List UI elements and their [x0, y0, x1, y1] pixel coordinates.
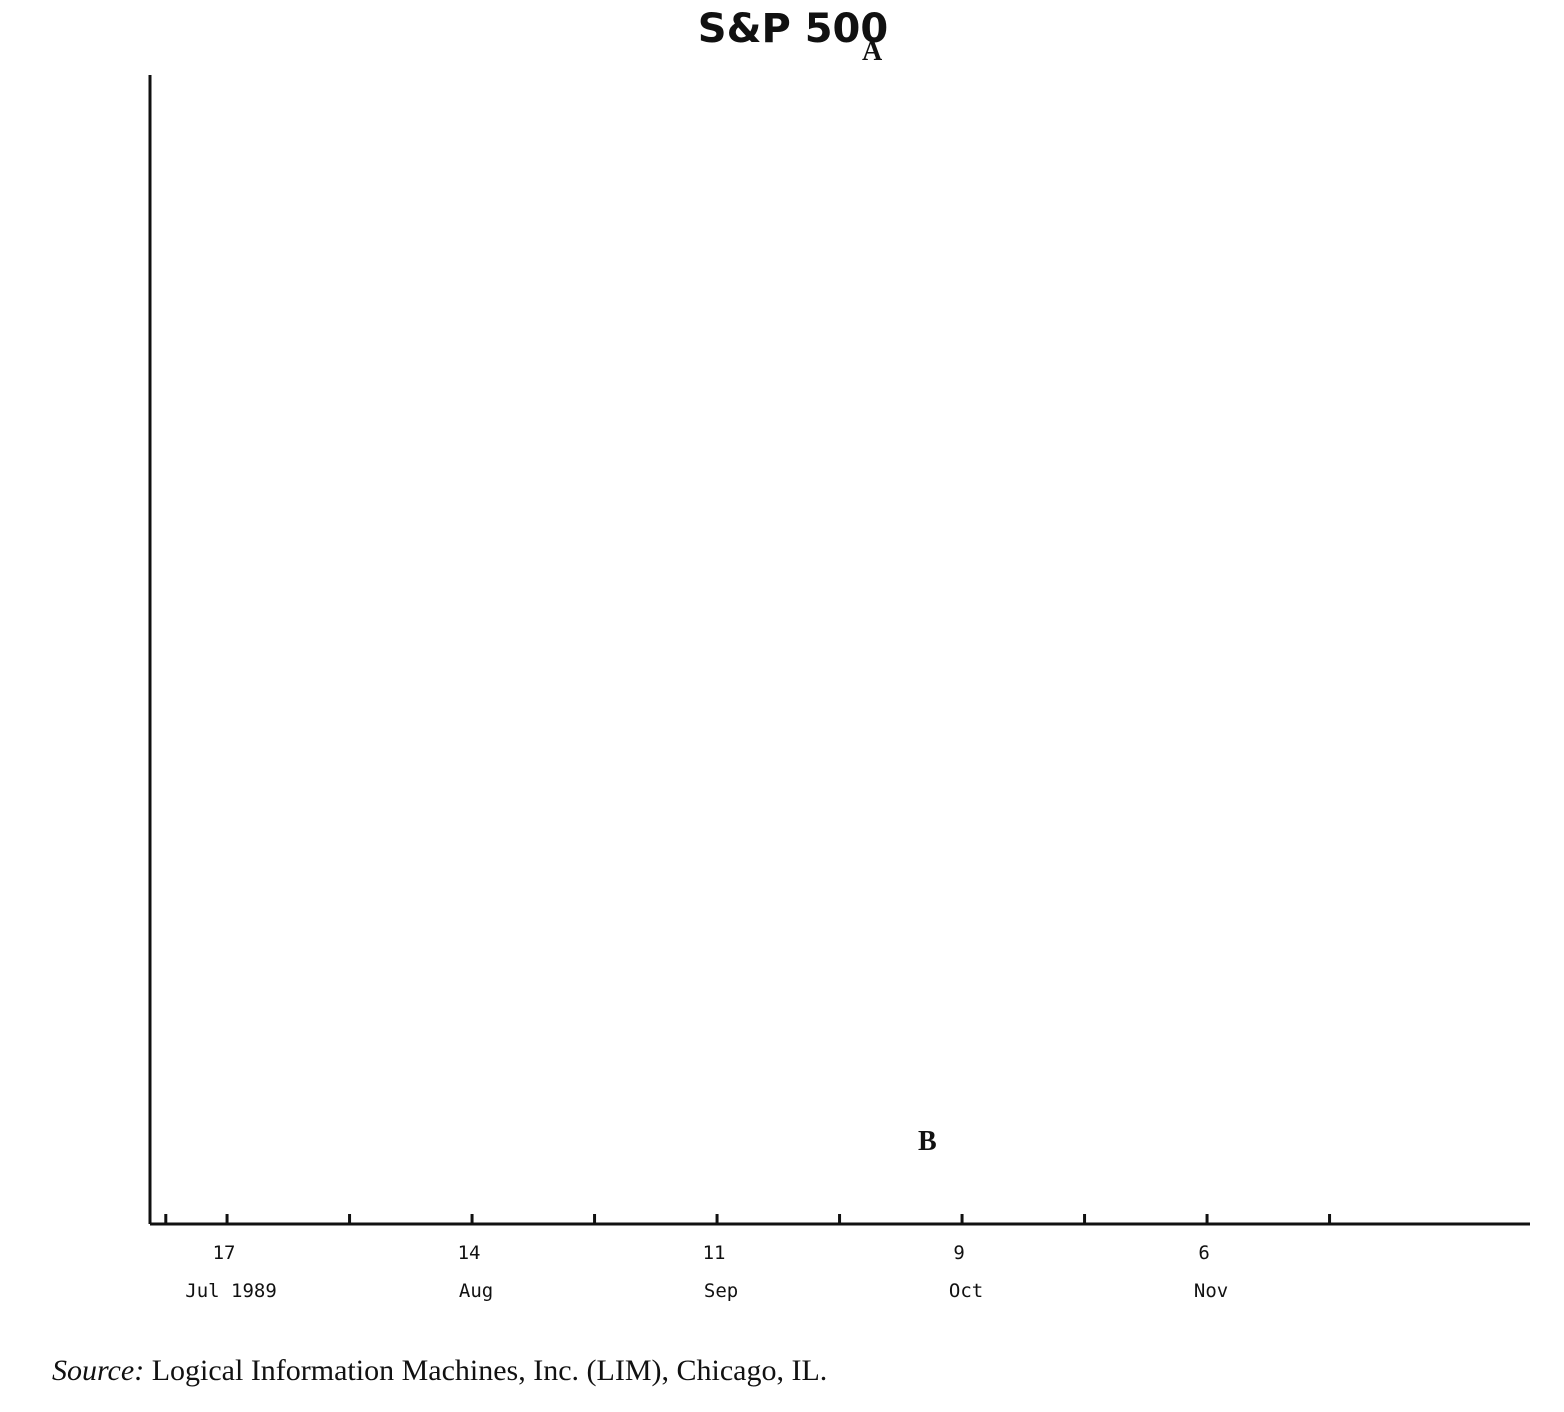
- x-tick-day-label: 17: [213, 1242, 236, 1264]
- x-tick-month-label: Oct: [949, 1280, 983, 1302]
- x-tick-day-label: 9: [953, 1242, 964, 1264]
- x-tick-month-label: Jul 1989: [185, 1280, 277, 1302]
- x-tick-month-label: Nov: [1194, 1280, 1228, 1302]
- x-tick-month-label: Aug: [459, 1280, 493, 1302]
- source-text: Logical Information Machines, Inc. (LIM)…: [151, 1354, 828, 1387]
- chart-title: S&P 500: [698, 6, 888, 52]
- annotation-a: A: [862, 36, 883, 67]
- x-tick-month-label: Sep: [704, 1280, 738, 1302]
- axes: [148, 75, 1530, 1226]
- x-tick-labels: 17 Jul 1989 14 Aug 11 Sep 9 Oct 6 Nov: [164, 1214, 1332, 1302]
- x-tick-day-label: 11: [703, 1242, 726, 1264]
- source-note: Source: Logical Information Machines, In…: [52, 1354, 827, 1388]
- annotation-overlay: ABC: [862, 36, 937, 1157]
- x-tick-day-label: 6: [1198, 1242, 1209, 1264]
- x-tick-day-label: 14: [458, 1242, 481, 1264]
- annotation-b: B: [918, 1126, 937, 1157]
- source-label: Source:: [52, 1354, 145, 1387]
